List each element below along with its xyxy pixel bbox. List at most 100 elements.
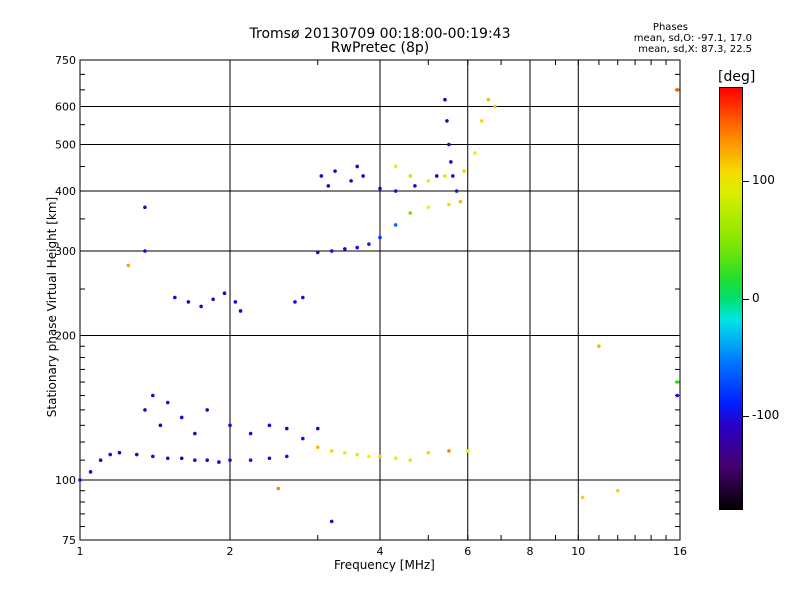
colorbar bbox=[719, 87, 743, 510]
data-point bbox=[434, 174, 439, 178]
data-point bbox=[217, 460, 221, 464]
data-point bbox=[447, 142, 451, 147]
x-tick-label: 1 bbox=[77, 545, 84, 558]
data-point bbox=[108, 452, 113, 457]
data-point bbox=[284, 426, 289, 431]
data-point bbox=[426, 450, 431, 455]
data-point bbox=[329, 249, 334, 253]
data-point bbox=[315, 250, 320, 255]
data-point bbox=[473, 151, 477, 155]
x-axis-label: Frequency [MHz] bbox=[334, 558, 435, 572]
data-point bbox=[451, 174, 455, 178]
data-point bbox=[179, 456, 184, 461]
x-tick-label: 10 bbox=[571, 545, 585, 558]
data-point bbox=[333, 169, 337, 173]
data-point bbox=[378, 235, 382, 240]
data-point bbox=[343, 247, 347, 251]
data-point bbox=[343, 450, 347, 455]
data-point bbox=[426, 205, 431, 210]
y-tick-label: 75 bbox=[62, 534, 76, 547]
data-point bbox=[367, 242, 371, 246]
data-point bbox=[465, 449, 470, 453]
data-point bbox=[458, 199, 463, 204]
data-point bbox=[186, 300, 191, 304]
data-point bbox=[493, 104, 497, 109]
data-point bbox=[349, 179, 353, 183]
colorbar-tick-label: -100 bbox=[752, 408, 780, 422]
data-point bbox=[88, 470, 93, 474]
colorbar-tick-label: 100 bbox=[752, 173, 775, 187]
data-point bbox=[211, 297, 215, 302]
data-point bbox=[267, 423, 272, 428]
data-point bbox=[143, 408, 147, 412]
data-point bbox=[78, 478, 82, 482]
data-point bbox=[675, 88, 680, 92]
data-point bbox=[151, 454, 155, 459]
data-point bbox=[447, 202, 451, 207]
colorbar-unit: [deg] bbox=[718, 69, 756, 85]
data-point bbox=[443, 174, 447, 178]
data-point bbox=[315, 445, 320, 450]
x-tick-label: 4 bbox=[377, 545, 384, 558]
data-point bbox=[408, 211, 413, 215]
colorbar-tick bbox=[743, 181, 749, 182]
data-point bbox=[329, 519, 334, 524]
data-point bbox=[301, 436, 305, 441]
data-point bbox=[378, 454, 382, 459]
data-point bbox=[284, 454, 289, 459]
data-point bbox=[293, 300, 297, 304]
plot-frame bbox=[79, 59, 681, 541]
phases-x-stats: mean, sd,X: 87.3, 22.5 bbox=[638, 44, 752, 55]
data-point bbox=[315, 426, 320, 431]
data-point bbox=[158, 423, 163, 428]
data-point bbox=[462, 169, 466, 173]
data-point bbox=[355, 452, 359, 457]
data-point bbox=[193, 458, 197, 462]
data-point bbox=[393, 164, 398, 169]
data-point bbox=[326, 184, 331, 188]
data-point bbox=[228, 458, 232, 462]
data-point bbox=[98, 458, 103, 462]
y-tick-label: 300 bbox=[55, 245, 76, 258]
data-point bbox=[408, 174, 413, 178]
y-tick-label: 600 bbox=[55, 101, 76, 114]
chart-title: Tromsø 20130709 00:18:00-00:19:43 bbox=[249, 26, 511, 42]
x-tick-label: 8 bbox=[527, 545, 534, 558]
x-tick-label: 16 bbox=[673, 545, 687, 558]
data-point bbox=[248, 431, 253, 436]
y-axis-label: Stationary phase Virtual Height [km] bbox=[45, 196, 60, 418]
y-tick-label: 100 bbox=[55, 474, 76, 487]
data-point bbox=[675, 380, 680, 384]
y-tick-label: 200 bbox=[55, 330, 76, 343]
data-point bbox=[580, 495, 585, 500]
data-point bbox=[117, 450, 122, 455]
colorbar-tick-label: 0 bbox=[752, 290, 760, 305]
data-point bbox=[378, 186, 382, 191]
data-point bbox=[173, 295, 177, 300]
data-point bbox=[355, 245, 359, 250]
x-tick-label: 2 bbox=[227, 545, 234, 558]
data-point bbox=[675, 393, 680, 398]
data-point bbox=[454, 189, 459, 193]
data-point bbox=[233, 300, 238, 304]
data-point bbox=[165, 456, 170, 461]
data-point bbox=[267, 456, 272, 461]
data-point bbox=[143, 205, 147, 210]
data-point bbox=[408, 458, 413, 462]
data-point bbox=[126, 263, 131, 268]
data-point bbox=[449, 160, 453, 164]
data-point bbox=[479, 119, 484, 123]
data-point bbox=[615, 488, 620, 493]
y-tick-label: 500 bbox=[55, 139, 76, 152]
data-point bbox=[143, 249, 147, 253]
data-point bbox=[205, 458, 209, 462]
x-tick-label: 6 bbox=[464, 545, 471, 558]
data-point bbox=[486, 97, 491, 102]
data-point bbox=[134, 452, 139, 457]
y-tick-label: 750 bbox=[55, 54, 76, 67]
data-point bbox=[319, 174, 324, 178]
phases-o-stats: mean, sd,O: -97.1, 17.0 bbox=[633, 33, 752, 44]
data-point bbox=[193, 431, 197, 436]
data-point bbox=[165, 400, 170, 405]
data-point bbox=[179, 415, 184, 420]
